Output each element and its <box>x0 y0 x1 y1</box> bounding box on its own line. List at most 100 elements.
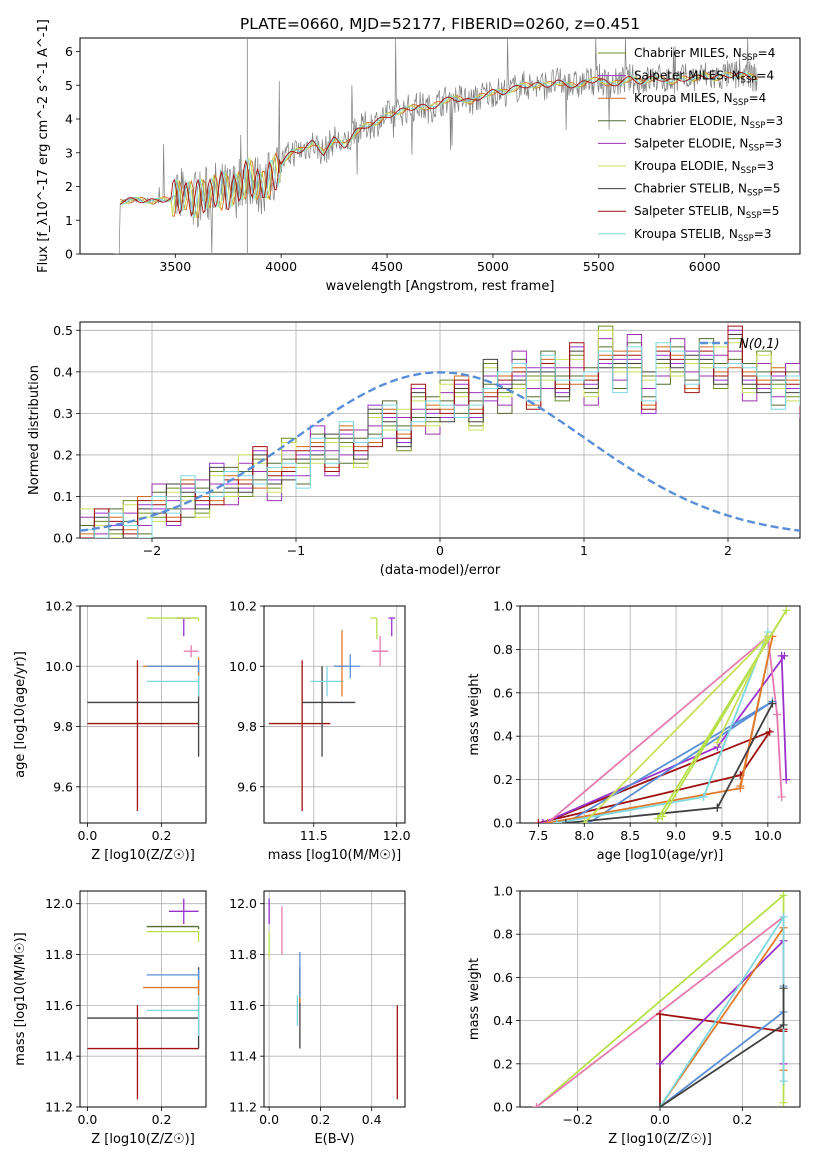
plot-frame <box>79 37 801 255</box>
y-tick-label: 0.4 <box>493 729 513 744</box>
x-tick-label: 2 <box>724 543 732 558</box>
plot-frame <box>519 605 801 824</box>
y-axis-label: Normed distribution <box>27 365 42 495</box>
figure-title: PLATE=0660, MJD=52177, FIBERID=0260, z=0… <box>240 15 640 33</box>
spectrum-lines <box>113 38 758 254</box>
series-marker <box>763 632 772 641</box>
x-axis-label: Z [log10(Z/Z☉)] <box>91 848 195 863</box>
normal-curve <box>80 371 800 532</box>
y-tick-label: 9.6 <box>237 779 257 794</box>
x-axis-label: age [log10(age/yr)] <box>597 848 724 863</box>
x-tick-label: −0.2 <box>562 1112 592 1127</box>
x-axis-label: Z [log10(Z/Z☉)] <box>608 1132 712 1147</box>
y-axis-label: mass [log10(M/M☉)] <box>13 932 28 1065</box>
x-tick-label: 7.5 <box>528 828 548 843</box>
x-tick-label: 0.2 <box>152 1112 172 1127</box>
y-tick-label: 11.6 <box>45 998 73 1013</box>
series-marker <box>779 1098 788 1107</box>
y-tick-label: 11.2 <box>45 1100 73 1115</box>
histogram-group <box>80 325 800 538</box>
series-marker <box>653 814 662 823</box>
histogram-step-line <box>80 333 800 538</box>
x-tick-label: 0.2 <box>732 1112 752 1127</box>
y-tick-label: 11.4 <box>45 1049 73 1064</box>
mass-vs-EBV-points <box>268 898 398 1100</box>
plot-frame <box>79 890 207 1108</box>
x-tick-label: 0.2 <box>310 1112 330 1127</box>
series-marker <box>561 819 570 823</box>
x-axis-label: E(B-V) <box>314 1132 354 1147</box>
age-vs-mass-axes: 11.5 12.0 9.6 9.8 10.0 10.2 mass [log10(M/M☉)] <box>229 599 411 864</box>
y-tick-label: 3 <box>65 145 73 160</box>
legend-entry: N(0,1) <box>739 337 780 352</box>
x-axis-label: wavelength [Angstrom, rest frame] <box>326 279 555 294</box>
plot-frame <box>79 605 207 824</box>
legend-entry: Chabrier STELIB, NSSP=5 <box>634 182 781 199</box>
spectrum-model-line <box>120 72 758 218</box>
y-tick-label: 11.8 <box>45 947 73 962</box>
y-tick-label: 5 <box>65 78 73 93</box>
y-axis-label: mass weight <box>467 673 482 755</box>
y-tick-label: 10.2 <box>229 599 257 614</box>
y-tick-label: 0.4 <box>493 1013 513 1028</box>
x-axis-label: mass [log10(M/M☉)] <box>268 848 401 863</box>
x-tick-label: 5500 <box>583 259 615 274</box>
legend-entry: Salpeter STELIB, NSSP=5 <box>634 204 779 221</box>
mass-vs-Z-axes: 0.0 0.2 11.2 11.4 11.6 11.8 12.0 Z [log10(Z/Z☉)… <box>13 890 207 1147</box>
series-line <box>565 703 774 823</box>
series-marker <box>580 819 589 823</box>
residuals-legend: N(0,1) <box>700 337 780 352</box>
y-tick-label: 9.8 <box>53 719 73 734</box>
y-tick-label: 4 <box>65 112 73 127</box>
y-tick-label: 0.6 <box>493 685 513 700</box>
x-tick-label: 0.0 <box>259 1112 279 1127</box>
plot-frame <box>263 890 406 1108</box>
massweight-vs-age-lines <box>534 606 791 823</box>
y-tick-label: 1.0 <box>493 884 513 899</box>
x-tick-label: 6000 <box>689 259 721 274</box>
series-line <box>659 988 785 1107</box>
y-tick-label: 11.8 <box>229 947 257 962</box>
series-marker <box>656 1059 664 1068</box>
x-tick-label: 1 <box>580 543 588 558</box>
spectrum-model-line <box>120 72 758 218</box>
y-tick-label: 9.8 <box>237 719 257 734</box>
x-tick-label: 0.0 <box>650 1112 670 1127</box>
x-tick-label: 3500 <box>159 259 191 274</box>
y-tick-label: 0.6 <box>493 970 513 985</box>
y-axis-label: age [log10(age/yr)] <box>13 651 28 778</box>
y-tick-label: 0.5 <box>53 323 73 338</box>
y-tick-label: 2 <box>65 179 73 194</box>
x-axis-label: Z [log10(Z/Z☉)] <box>91 1132 195 1147</box>
x-tick-label: −1 <box>287 543 305 558</box>
series-marker <box>779 912 788 921</box>
histogram-step-line <box>80 329 800 538</box>
x-tick-label: 9.5 <box>712 828 732 843</box>
series-line <box>546 634 783 823</box>
spectrum-legend: Chabrier MILES, NSSP=4 Salpeter MILES, NS… <box>598 46 783 244</box>
x-tick-label: 0 <box>436 543 444 558</box>
y-tick-label: 12.0 <box>45 896 73 911</box>
series-line <box>659 913 785 1107</box>
x-tick-label: 4000 <box>265 259 297 274</box>
x-tick-label: 11.5 <box>300 828 328 843</box>
series-marker <box>768 699 777 708</box>
spectrum-axes: 3500 4000 4500 5000 5500 6000 0 1 2 3 4 5 6 wavelengt… <box>36 19 801 294</box>
y-tick-label: 0.0 <box>53 531 73 546</box>
x-tick-label: 12.0 <box>383 828 411 843</box>
y-tick-label: 9.6 <box>53 779 73 794</box>
x-tick-label: 0.0 <box>77 1112 97 1127</box>
y-tick-label: 0.2 <box>493 1056 513 1071</box>
x-tick-label: 5000 <box>477 259 509 274</box>
series-marker <box>699 792 708 801</box>
legend-entry: Kroupa MILES, NSSP=4 <box>634 91 766 108</box>
y-tick-label: 0.0 <box>493 816 513 831</box>
legend-entry: Salpeter ELODIE, NSSP=3 <box>634 136 782 153</box>
massweight-vs-Z-lines <box>532 891 788 1107</box>
y-tick-label: 0.2 <box>53 447 73 462</box>
legend-entry: Chabrier ELODIE, NSSP=3 <box>634 114 783 131</box>
y-tick-label: 0.1 <box>53 489 73 504</box>
legend-entry: Chabrier MILES, NSSP=4 <box>634 46 775 63</box>
series-marker <box>782 775 791 784</box>
